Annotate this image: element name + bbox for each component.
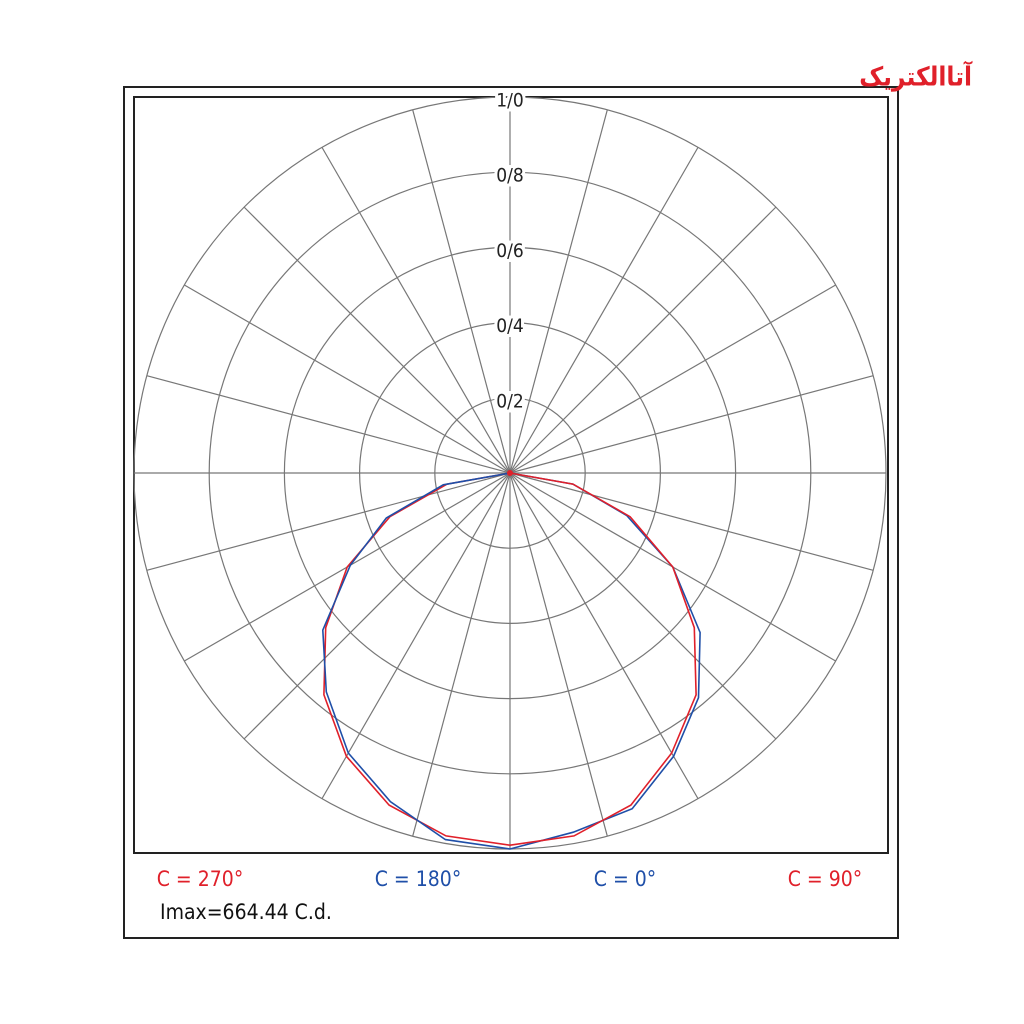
curves (321, 470, 701, 850)
spoke (509, 206, 777, 474)
spoke (243, 206, 511, 474)
spoke (509, 472, 608, 837)
spoke (509, 375, 874, 474)
outer-frame (123, 86, 899, 939)
r-tick-label: 0/8 (496, 165, 524, 187)
r-tick-label: 0/2 (496, 390, 524, 412)
spoke (412, 109, 511, 474)
legend-label: C = 180° (375, 867, 462, 891)
center-dot (507, 470, 513, 476)
intensity-curve (321, 472, 511, 850)
labels: 0/2 0/4 0/6 0/8 1/0 C = 270° C = 180° C = 0° C =… (157, 87, 863, 892)
grid-ring (208, 171, 812, 775)
spoke (509, 472, 699, 799)
grid-ring (359, 322, 661, 624)
spoke (509, 284, 836, 474)
spoke (184, 284, 511, 474)
spoke (509, 147, 699, 474)
intensity-curve (509, 472, 701, 850)
spoke (146, 472, 511, 571)
legend-label: C = 90° (788, 867, 863, 891)
spoke (509, 472, 777, 740)
brand-logo: آتاالکتریک (859, 61, 973, 93)
intensity-curve (323, 472, 511, 846)
r-tick-label: 0/4 (496, 315, 524, 337)
intensity-curve (509, 472, 697, 846)
spoke (509, 472, 874, 571)
spoke (321, 147, 511, 474)
r-tick-label: 1/0 (496, 90, 524, 112)
spoke (321, 472, 511, 799)
grid-ring (434, 397, 586, 549)
legend-label: C = 270° (157, 867, 244, 891)
annotation: Imax=664.44 C.d. (160, 900, 332, 924)
r-tick-label: 0/6 (496, 240, 524, 262)
legend-label: C = 0° (594, 867, 657, 891)
grid-ring (283, 246, 737, 700)
polar-grid (133, 96, 887, 850)
spoke (509, 109, 608, 474)
spoke (412, 472, 511, 837)
spoke (243, 472, 511, 740)
spoke (146, 375, 511, 474)
